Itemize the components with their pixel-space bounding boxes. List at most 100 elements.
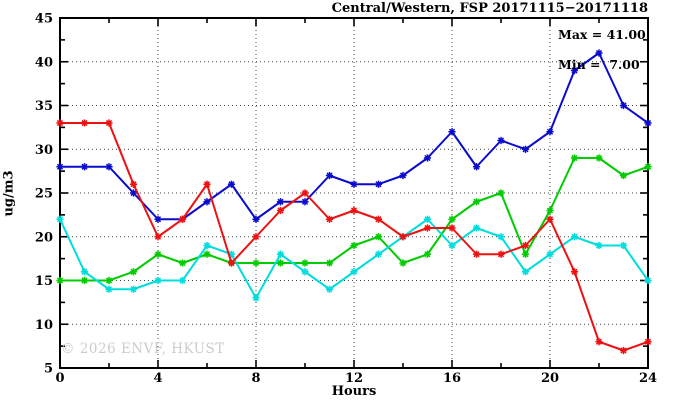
data-point-marker-station-red (497, 250, 505, 258)
data-point-marker-station-blue (374, 180, 383, 188)
data-point-marker-station-red (448, 224, 456, 232)
data-point-marker-station-red (374, 215, 383, 223)
data-point-marker-station-red (350, 206, 358, 215)
y-tick-label: 15 (35, 274, 53, 289)
y-axis-label: ug/m3 (1, 170, 17, 217)
x-tick-label: 24 (639, 371, 657, 386)
data-point-marker-station-green (546, 206, 554, 215)
data-point-marker-station-green (595, 154, 603, 162)
data-point-marker-station-red (423, 224, 432, 232)
data-point-marker-station-red (227, 259, 236, 267)
data-point-marker-station-red (203, 180, 211, 188)
data-point-marker-station-cyan (154, 276, 162, 285)
data-point-marker-station-cyan (644, 276, 652, 285)
data-point-marker-station-blue (301, 198, 309, 206)
data-point-marker-station-red (521, 241, 530, 250)
data-point-marker-station-green (423, 250, 432, 258)
data-point-marker-station-green (80, 276, 89, 285)
y-tick-label: 25 (35, 187, 53, 202)
data-point-marker-station-blue (619, 101, 628, 110)
data-point-marker-station-cyan (521, 268, 530, 276)
data-point-marker-station-red (570, 268, 579, 276)
data-point-marker-station-blue (203, 198, 211, 206)
data-point-marker-station-cyan (546, 250, 554, 258)
data-point-marker-station-green (472, 198, 481, 206)
data-point-marker-station-cyan (350, 268, 358, 276)
data-point-marker-station-red (546, 215, 554, 223)
data-point-marker-station-green (252, 259, 260, 267)
watermark: © 2026 ENVF, HKUST (61, 341, 225, 357)
x-axis-label: Hours (331, 384, 377, 399)
data-point-marker-station-red (325, 215, 334, 223)
data-point-marker-station-green (374, 233, 383, 241)
data-point-marker-station-red (472, 250, 481, 258)
data-point-marker-station-cyan (178, 276, 187, 285)
data-point-marker-station-blue (105, 163, 113, 171)
data-point-marker-station-blue (423, 154, 432, 162)
data-point-marker-station-blue (497, 136, 505, 145)
data-point-marker-station-blue (129, 189, 138, 197)
data-point-marker-station-green (570, 154, 579, 162)
data-point-marker-station-cyan (423, 215, 432, 223)
data-point-marker-station-blue (154, 215, 162, 223)
y-tick-label: 10 (35, 318, 53, 333)
max-min-annotation: Max = 41.00 Min = 7.00 (558, 27, 646, 72)
data-point-marker-station-red (56, 119, 64, 127)
data-point-marker-station-green (154, 250, 162, 258)
data-point-marker-station-red (80, 119, 89, 127)
data-point-marker-station-blue (448, 128, 456, 136)
plot-frame (59, 17, 649, 369)
data-point-marker-station-green (105, 276, 113, 285)
data-point-marker-station-green (619, 171, 628, 180)
data-point-marker-station-green (203, 250, 211, 258)
y-tick-label: 35 (35, 99, 53, 114)
data-point-marker-station-green (178, 259, 187, 267)
data-point-marker-station-blue (472, 163, 481, 171)
data-point-marker-station-cyan (105, 285, 113, 293)
data-point-marker-station-green (350, 241, 358, 250)
x-tick-label: 8 (251, 371, 260, 386)
data-point-marker-station-green (448, 215, 456, 223)
x-tick-label: 20 (541, 371, 559, 386)
data-point-marker-station-blue (276, 198, 285, 206)
data-point-marker-station-red (644, 338, 652, 346)
data-point-marker-station-red (154, 233, 162, 241)
data-point-marker-station-cyan (203, 241, 211, 250)
data-point-marker-station-blue (644, 119, 652, 127)
data-point-marker-station-blue (227, 180, 236, 188)
data-point-marker-station-green (129, 268, 138, 276)
data-point-marker-station-green (56, 276, 64, 285)
data-point-marker-station-blue (80, 163, 89, 171)
data-point-marker-station-cyan (595, 241, 603, 250)
data-point-marker-station-red (105, 119, 113, 127)
data-point-marker-station-cyan (227, 250, 236, 258)
data-point-marker-station-cyan (80, 268, 89, 276)
data-point-marker-station-red (301, 189, 309, 197)
x-tick-label: 0 (55, 371, 64, 386)
data-point-marker-station-cyan (497, 233, 505, 241)
min-value-label: Min = 7.00 (558, 57, 640, 72)
data-point-marker-station-red (399, 233, 407, 241)
data-point-marker-station-cyan (276, 250, 285, 258)
data-point-marker-station-red (619, 346, 628, 355)
data-point-marker-station-cyan (56, 215, 64, 223)
data-point-marker-station-green (399, 259, 407, 267)
data-point-marker-station-green (521, 250, 530, 258)
y-tick-label: 45 (35, 12, 53, 27)
data-point-marker-station-blue (595, 49, 603, 57)
data-point-marker-station-green (301, 259, 309, 267)
data-point-marker-station-cyan (252, 294, 260, 302)
data-point-marker-station-cyan (472, 224, 481, 232)
data-point-marker-station-blue (546, 128, 554, 136)
data-point-marker-station-green (497, 189, 505, 197)
data-point-marker-station-red (178, 215, 187, 223)
data-point-marker-station-blue (350, 180, 358, 188)
data-point-marker-station-green (276, 259, 285, 267)
chart-title: Central/Western, FSP 20171115−20171118 (331, 1, 648, 16)
x-tick-label: 16 (443, 371, 461, 386)
data-point-marker-station-cyan (619, 241, 628, 250)
data-point-marker-station-cyan (129, 285, 138, 293)
data-point-marker-station-blue (56, 163, 64, 171)
